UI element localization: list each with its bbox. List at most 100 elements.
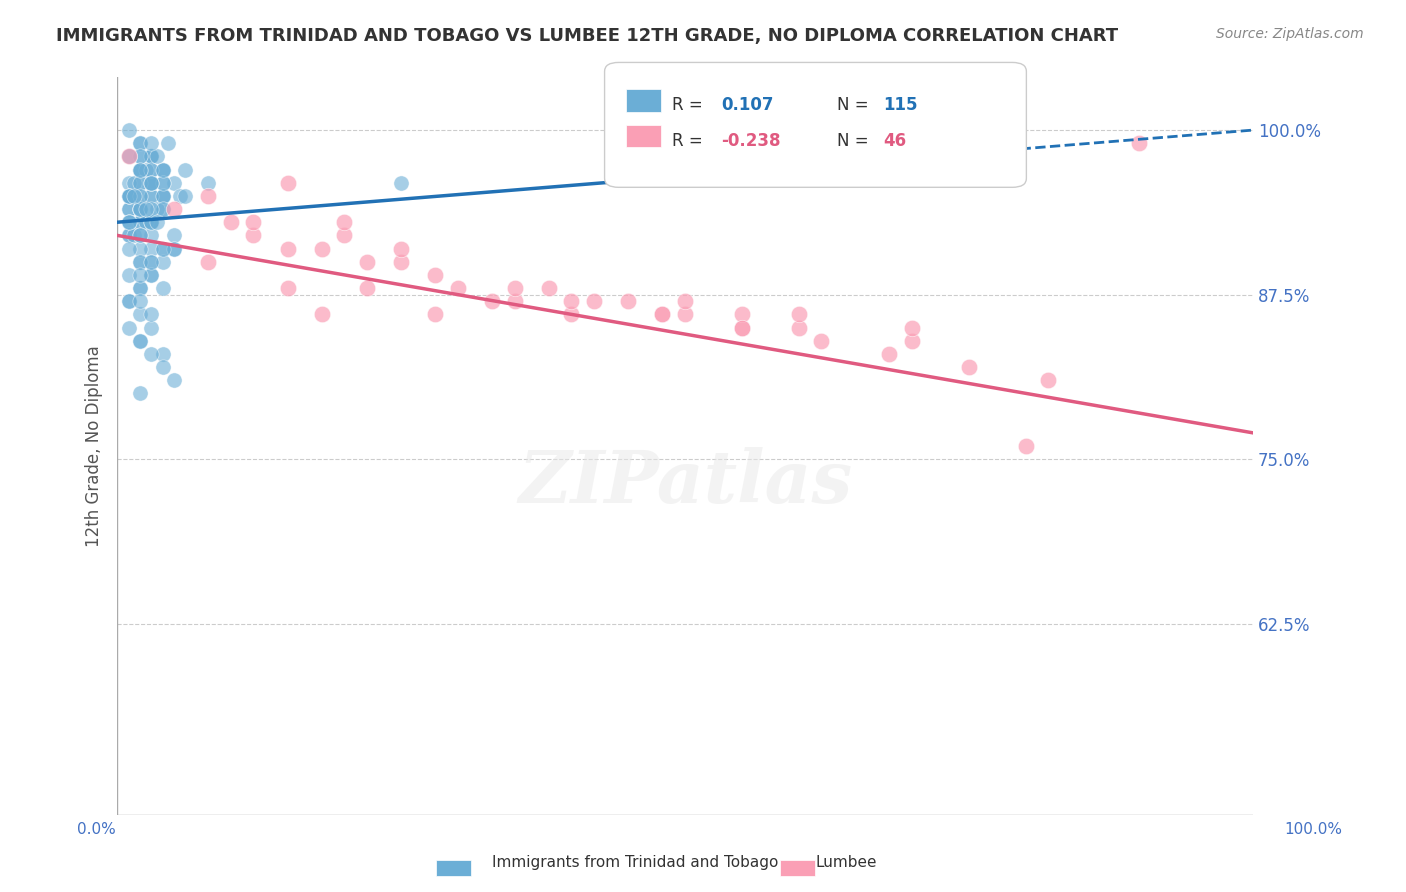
Point xyxy=(152,359,174,374)
Point xyxy=(129,215,152,229)
Point xyxy=(129,228,152,243)
Point xyxy=(277,242,299,256)
Point xyxy=(141,176,163,190)
Point xyxy=(117,202,139,216)
Text: 0.0%: 0.0% xyxy=(77,822,117,837)
Point xyxy=(129,215,152,229)
Point xyxy=(503,281,526,295)
Point xyxy=(129,176,152,190)
Point xyxy=(129,162,152,177)
Point xyxy=(117,228,139,243)
Point xyxy=(129,228,152,243)
Point xyxy=(141,162,163,177)
Point xyxy=(447,281,470,295)
Point xyxy=(174,162,197,177)
Point xyxy=(152,176,174,190)
Point xyxy=(311,242,333,256)
Point xyxy=(129,136,152,151)
Text: Source: ZipAtlas.com: Source: ZipAtlas.com xyxy=(1216,27,1364,41)
Point xyxy=(122,189,145,203)
Point xyxy=(503,294,526,309)
Point xyxy=(141,254,163,268)
Point xyxy=(389,242,412,256)
Point xyxy=(129,189,152,203)
Point xyxy=(129,254,152,268)
Point xyxy=(560,307,582,321)
Point xyxy=(129,281,152,295)
Point xyxy=(141,149,163,163)
Point xyxy=(141,176,163,190)
Point xyxy=(1015,439,1038,453)
Point xyxy=(117,268,139,282)
Point xyxy=(141,307,163,321)
Text: N =: N = xyxy=(837,132,873,150)
Point xyxy=(129,386,152,401)
Point xyxy=(197,189,219,203)
Point xyxy=(117,149,139,163)
Point xyxy=(122,228,145,243)
Point xyxy=(135,162,157,177)
Point xyxy=(129,334,152,348)
Text: 46: 46 xyxy=(883,132,905,150)
Point xyxy=(152,162,174,177)
Point xyxy=(117,320,139,334)
Point xyxy=(129,254,152,268)
Point xyxy=(219,215,242,229)
Text: R =: R = xyxy=(672,132,709,150)
Point xyxy=(129,176,152,190)
Point xyxy=(731,320,754,334)
Point xyxy=(673,307,696,321)
Point xyxy=(197,254,219,268)
Text: 115: 115 xyxy=(883,96,918,114)
Point xyxy=(129,334,152,348)
Point xyxy=(129,149,152,163)
Point xyxy=(117,123,139,137)
Point xyxy=(673,294,696,309)
Point xyxy=(141,320,163,334)
Point xyxy=(141,202,163,216)
Point xyxy=(152,189,174,203)
Point xyxy=(129,202,152,216)
Point xyxy=(152,162,174,177)
Point xyxy=(560,294,582,309)
Text: R =: R = xyxy=(672,96,709,114)
Point xyxy=(146,149,169,163)
Point xyxy=(141,176,163,190)
Point xyxy=(129,162,152,177)
Point xyxy=(731,320,754,334)
Point xyxy=(651,307,673,321)
Point xyxy=(129,162,152,177)
Point xyxy=(141,149,163,163)
Point xyxy=(731,307,754,321)
Point xyxy=(135,215,157,229)
Point xyxy=(141,242,163,256)
Point xyxy=(152,202,174,216)
Point xyxy=(163,202,186,216)
Point xyxy=(117,215,139,229)
Point xyxy=(117,242,139,256)
Point xyxy=(152,281,174,295)
Text: N =: N = xyxy=(837,96,873,114)
Point xyxy=(242,215,264,229)
Point xyxy=(1128,136,1150,151)
Point xyxy=(141,215,163,229)
Point xyxy=(152,189,174,203)
Point xyxy=(583,294,606,309)
Point xyxy=(129,202,152,216)
Point xyxy=(152,189,174,203)
Point xyxy=(146,215,169,229)
Point xyxy=(117,189,139,203)
Point xyxy=(333,228,356,243)
Point xyxy=(129,202,152,216)
Point xyxy=(117,228,139,243)
Point xyxy=(152,254,174,268)
Point xyxy=(117,149,139,163)
Point xyxy=(117,202,139,216)
Point xyxy=(129,162,152,177)
Point xyxy=(117,294,139,309)
Point xyxy=(152,162,174,177)
Point xyxy=(389,176,412,190)
Point xyxy=(356,281,378,295)
Point xyxy=(537,281,560,295)
Point xyxy=(163,242,186,256)
